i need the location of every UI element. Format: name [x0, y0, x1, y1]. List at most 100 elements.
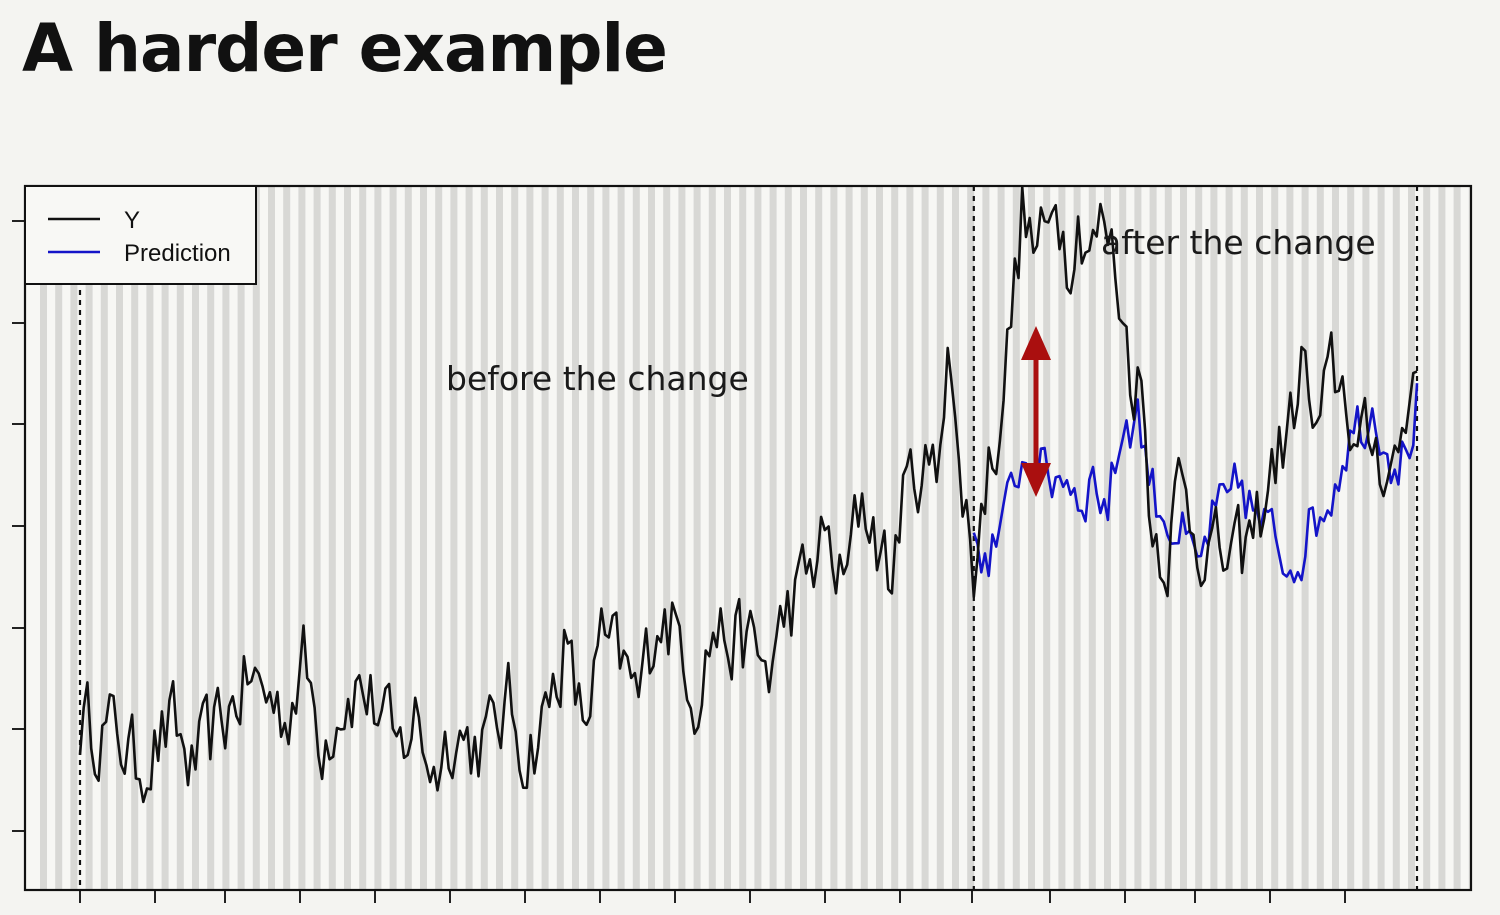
legend: Y Prediction	[24, 185, 257, 285]
x-axis-ticks	[79, 890, 1346, 903]
stripe-77	[1210, 186, 1218, 890]
stripe-69	[1088, 186, 1096, 890]
stripe-32	[526, 186, 534, 890]
annotation-before-the-change: before the change	[446, 359, 749, 398]
stripe-17	[298, 186, 306, 890]
stripe-45	[724, 186, 731, 890]
stripe-64	[1012, 186, 1020, 890]
stripe-43	[693, 186, 701, 890]
stripe-60	[952, 186, 959, 890]
stripe-94	[1468, 186, 1471, 890]
region-dividers	[78, 186, 1419, 890]
stripe-3	[85, 186, 93, 890]
stripe-12	[222, 186, 230, 890]
stripe-67	[1058, 186, 1066, 890]
stripe-55	[876, 186, 883, 890]
stripe-88	[1377, 186, 1385, 890]
stripe-grid	[40, 186, 1471, 890]
stripe-84	[1316, 186, 1324, 890]
stripe-91	[1423, 186, 1431, 890]
stripe-27	[450, 186, 458, 890]
stripe-86	[1347, 186, 1355, 890]
stripe-18	[313, 186, 321, 890]
stripe-47	[754, 186, 762, 890]
stripe-78	[1225, 186, 1233, 890]
stripe-73	[1149, 186, 1157, 890]
stripe-75	[1180, 186, 1187, 890]
stripe-14	[252, 186, 260, 890]
stripe-52	[830, 186, 838, 890]
stripe-87	[1362, 186, 1370, 890]
stripe-36	[587, 186, 595, 890]
stripe-46	[739, 186, 747, 890]
gap-arrow-head-down	[1021, 463, 1051, 497]
stripe-28	[465, 186, 473, 890]
stripe-70	[1104, 186, 1111, 890]
plot-frame	[23, 184, 1473, 892]
stripe-15	[268, 186, 275, 890]
stripe-53	[845, 186, 853, 890]
stripe-9	[176, 186, 184, 890]
stripe-66	[1043, 186, 1051, 890]
stripe-41	[663, 186, 671, 890]
stripe-16	[283, 186, 291, 890]
stripe-5	[116, 186, 123, 890]
stripe-22	[374, 186, 382, 890]
stripe-58	[921, 186, 929, 890]
stripe-24	[404, 186, 412, 890]
stripe-21	[359, 186, 367, 890]
stripe-76	[1195, 186, 1203, 890]
legend-label-prediction: Prediction	[124, 240, 231, 267]
stripe-80	[1256, 186, 1263, 890]
gap-arrow	[1021, 326, 1051, 497]
stripe-23	[389, 186, 397, 890]
stripe-59	[936, 186, 944, 890]
stripe-29	[480, 186, 488, 890]
stripe-10	[192, 186, 199, 890]
stripe-42	[678, 186, 686, 890]
stripe-0	[40, 186, 47, 890]
stripe-2	[70, 186, 78, 890]
stripe-39	[632, 186, 640, 890]
stripe-89	[1392, 186, 1400, 890]
y-axis-ticks	[12, 220, 25, 832]
stripe-62	[982, 186, 990, 890]
stripe-54	[860, 186, 868, 890]
stripe-38	[617, 186, 625, 890]
stripe-31	[511, 186, 519, 890]
stripe-44	[708, 186, 716, 890]
stripe-83	[1301, 186, 1309, 890]
stripe-49	[784, 186, 792, 890]
stripe-25	[420, 186, 427, 890]
stripe-72	[1134, 186, 1142, 890]
stripe-6	[131, 186, 139, 890]
stripe-20	[344, 186, 351, 890]
stripe-79	[1240, 186, 1248, 890]
stripe-7	[146, 186, 154, 890]
stripe-30	[496, 186, 503, 890]
stripe-71	[1119, 186, 1127, 890]
gap-arrow-head-up	[1021, 326, 1051, 360]
stripe-68	[1073, 186, 1081, 890]
stripe-8	[161, 186, 169, 890]
stripe-13	[237, 186, 245, 890]
stripe-82	[1286, 186, 1294, 890]
stripe-4	[100, 186, 108, 890]
stripe-1	[55, 186, 63, 890]
stripe-57	[906, 186, 914, 890]
stripe-35	[572, 186, 579, 890]
stripe-93	[1453, 186, 1461, 890]
slide-title: A harder example	[22, 10, 668, 87]
stripe-65	[1028, 186, 1035, 890]
annotation-after-the-change: after the change	[1101, 223, 1376, 262]
stripe-63	[997, 186, 1005, 890]
stripe-40	[648, 186, 655, 890]
stripe-19	[328, 186, 336, 890]
stripe-26	[435, 186, 443, 890]
stripe-34	[556, 186, 564, 890]
stripe-50	[800, 186, 807, 890]
stripe-37	[602, 186, 610, 890]
y-series-line	[78, 186, 1418, 804]
